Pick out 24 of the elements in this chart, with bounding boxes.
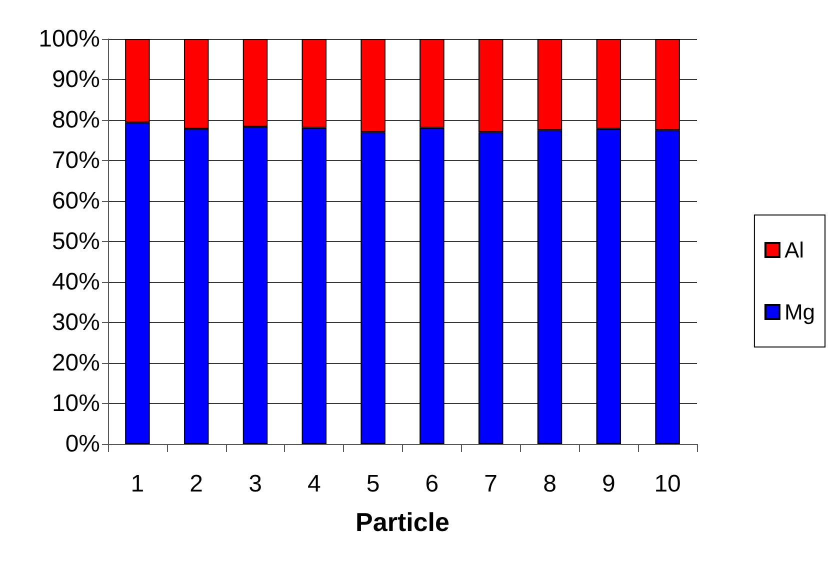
legend-label: Al: [784, 238, 804, 262]
x-tick-label: 8: [543, 470, 556, 498]
y-tick-label: 100%: [38, 26, 100, 52]
y-tick-label: 30%: [52, 309, 100, 336]
y-tick-label: 90%: [52, 66, 100, 93]
y-tick-label: 40%: [52, 268, 100, 296]
y-tick-label: 0%: [65, 430, 100, 458]
y-tick-label: 10%: [52, 390, 100, 417]
x-tick-label: 1: [130, 470, 144, 498]
y-tick-label: 50%: [52, 228, 100, 255]
legend-label: Mg: [784, 300, 815, 324]
x-tick-label: 5: [366, 470, 380, 498]
x-tick-label: 4: [307, 470, 321, 498]
x-tick-label: 10: [654, 470, 681, 498]
x-tick-label: 3: [248, 470, 262, 498]
y-tick-label: 20%: [52, 350, 100, 376]
x-tick-label: 9: [602, 470, 616, 498]
x-tick-label: 2: [190, 470, 204, 498]
x-axis-title: Particle: [356, 507, 450, 537]
x-tick-label: 6: [425, 470, 439, 498]
y-tick-label: 60%: [52, 188, 100, 214]
x-tick-label: 7: [484, 470, 498, 498]
y-tick-label: 80%: [52, 106, 100, 134]
y-tick-label: 70%: [52, 147, 100, 174]
